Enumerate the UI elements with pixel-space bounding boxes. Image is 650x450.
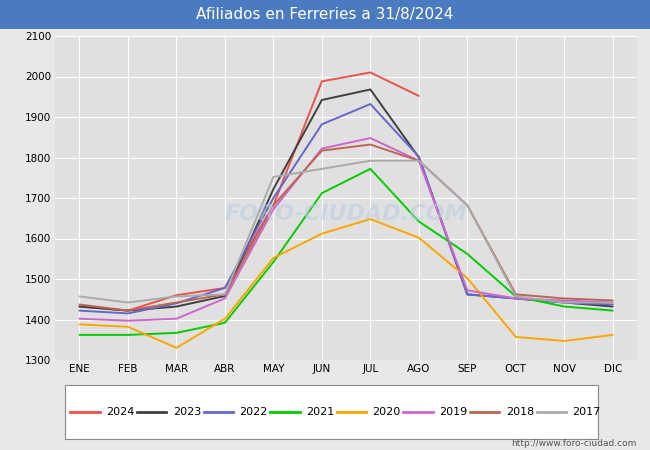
Text: 2022: 2022 (239, 407, 268, 417)
Text: http://www.foro-ciudad.com: http://www.foro-ciudad.com (512, 439, 637, 448)
Text: 2023: 2023 (173, 407, 201, 417)
Text: Afiliados en Ferreries a 31/8/2024: Afiliados en Ferreries a 31/8/2024 (196, 7, 454, 22)
Text: 2021: 2021 (306, 407, 334, 417)
Text: 2018: 2018 (506, 407, 534, 417)
Text: 2017: 2017 (573, 407, 601, 417)
Text: 2019: 2019 (439, 407, 467, 417)
Text: 2020: 2020 (372, 407, 401, 417)
Text: 2024: 2024 (106, 407, 135, 417)
Text: FORO-CIUDAD.COM: FORO-CIUDAD.COM (225, 204, 467, 224)
